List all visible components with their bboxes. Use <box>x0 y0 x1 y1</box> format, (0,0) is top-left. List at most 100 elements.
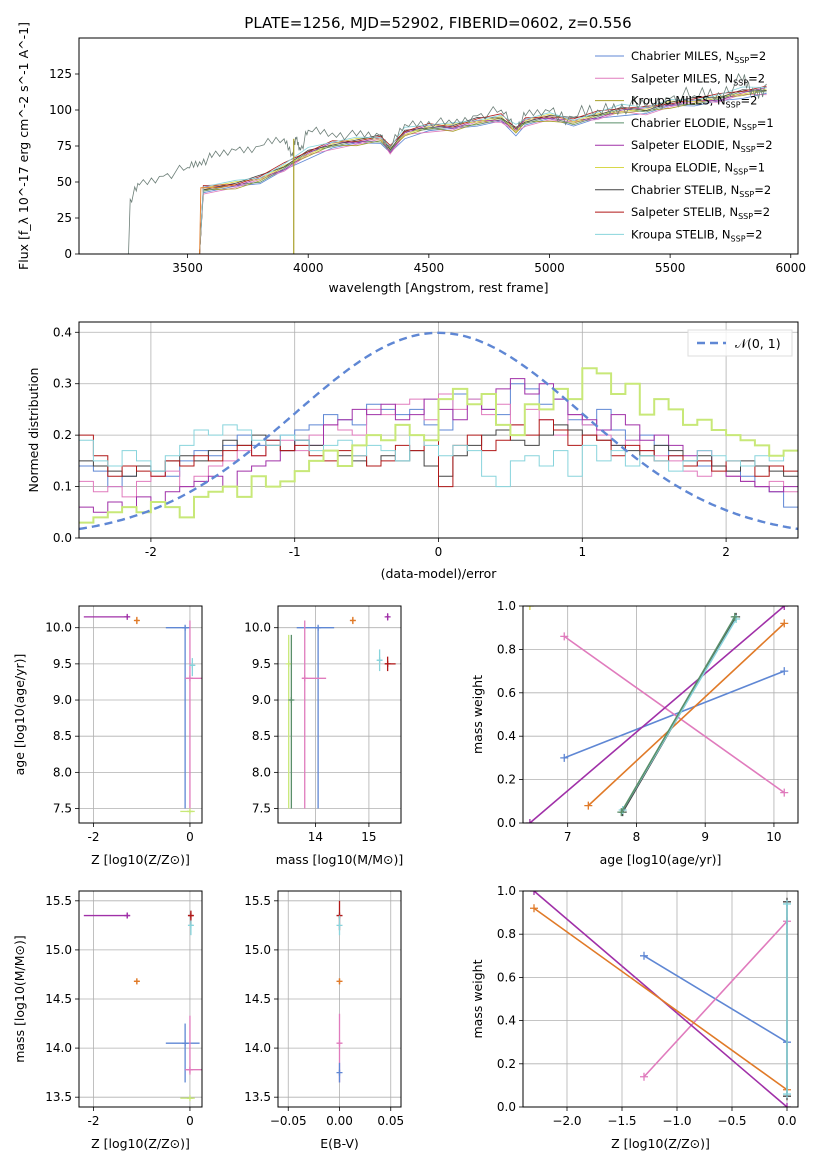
y-axis-label: mass [log10(M/M⊙)] <box>12 935 27 1063</box>
y-tick-label: 15.5 <box>244 894 271 908</box>
model-line <box>199 90 767 254</box>
weight-segment <box>533 907 788 1091</box>
errorbar-point <box>185 620 202 809</box>
y-tick-label: 1.0 <box>497 599 516 613</box>
y-axis-label: age [log10(age/yr)] <box>12 654 27 776</box>
y-tick-label: 14.0 <box>244 1041 271 1055</box>
panel-age_vs_mass: 14 15 7.5 8.0 8.5 9.0 9.5 10.0 mass [log10(M/M⊙)… <box>244 605 404 867</box>
errorbar-point <box>384 656 396 672</box>
x-axis-label: age [log10(age/yr)] <box>600 852 722 867</box>
y-tick-label: 8.5 <box>53 729 72 743</box>
point-marker <box>124 613 131 620</box>
y-tick-label: 10.0 <box>45 621 72 635</box>
x-tick-label: 5500 <box>655 261 686 275</box>
weight-marker <box>780 667 789 676</box>
errorbar-point <box>187 920 194 936</box>
weight-marker <box>780 606 789 610</box>
weight-marker <box>560 632 569 641</box>
weight-segment <box>587 622 785 807</box>
errorbar-point <box>189 658 196 677</box>
point-marker <box>336 1040 343 1047</box>
x-tick-label: −0.05 <box>270 1114 307 1128</box>
weight-marker <box>525 606 534 610</box>
x-tick-label: -1 <box>289 545 301 559</box>
y-tick-label: 0.4 <box>497 1014 516 1028</box>
legend-label: 𝒩(0, 1) <box>735 336 781 351</box>
y-tick-label: 1.0 <box>497 884 516 898</box>
y-tick-label: 15.0 <box>45 943 72 957</box>
errorbar-point <box>165 624 190 809</box>
point-marker <box>315 624 322 631</box>
x-tick-label: 5000 <box>534 261 565 275</box>
y-tick-label: 9.0 <box>252 693 271 707</box>
y-tick-label: 25 <box>57 211 72 225</box>
weight-marker <box>783 1090 791 1099</box>
y-tick-label: 75 <box>57 139 72 153</box>
y-tick-label: 8.0 <box>53 765 72 779</box>
axes-frame <box>78 605 203 824</box>
panel-age_vs_Z: -2 0 7.5 8.0 8.5 9.0 9.5 10.0 Z [log10(Z/Z⊙)] age… <box>12 605 203 867</box>
weight-marker <box>530 904 538 913</box>
panel-spectrum: 3500 4000 4500 5000 5500 6000 0 25 50 75 100 125 wav… <box>16 22 806 295</box>
data-spectrum-line <box>115 72 767 254</box>
weight-line <box>530 904 791 1094</box>
x-tick-label: 2 <box>722 545 730 559</box>
errorbar-point <box>180 808 195 815</box>
model-line <box>199 184 236 254</box>
weight-marker <box>783 899 791 908</box>
figure-title: PLATE=1256, MJD=52902, FIBERID=0602, z=0… <box>244 14 631 32</box>
x-tick-label: 0 <box>186 1114 194 1128</box>
weight-line <box>525 606 789 823</box>
y-tick-label: 10.0 <box>244 621 271 635</box>
x-axis-label: wavelength [Angstrom, rest frame] <box>328 280 548 295</box>
histogram-step <box>79 424 798 488</box>
x-tick-label: 6000 <box>775 261 806 275</box>
axes-frame <box>277 605 402 824</box>
legend: 𝒩(0, 1) <box>687 329 793 357</box>
point-marker <box>376 657 383 664</box>
weight-line <box>584 619 789 810</box>
errorbar-point <box>133 978 140 985</box>
model-line <box>199 86 767 254</box>
point-marker <box>133 978 140 985</box>
point-marker <box>182 624 189 631</box>
errorbar-point <box>185 1015 202 1075</box>
y-tick-label: 8.0 <box>252 765 271 779</box>
errorbar-point <box>301 620 327 809</box>
y-tick-label: 9.0 <box>53 693 72 707</box>
y-tick-label: 0.4 <box>497 729 516 743</box>
plot-area <box>523 891 798 1107</box>
y-tick-label: 0.6 <box>497 686 516 700</box>
point-marker <box>186 1095 193 1102</box>
weight-marker <box>783 1103 791 1107</box>
x-tick-label: 4000 <box>293 261 324 275</box>
weight-marker <box>525 819 534 823</box>
plot-area <box>278 891 401 1107</box>
x-axis-label: mass [log10(M/M⊙)] <box>276 852 404 867</box>
x-tick-label: -2 <box>87 1114 99 1128</box>
x-tick-label: −1.0 <box>662 1114 691 1128</box>
x-axis-label: Z [log10(Z/Z⊙)] <box>91 852 190 867</box>
errorbar-point <box>336 1062 343 1083</box>
point-marker <box>186 675 193 682</box>
panel-mass_vs_Z: -2 0 13.5 14.0 14.5 15.0 15.5 Z [log10(Z/Z⊙)] ma… <box>12 890 203 1151</box>
x-axis-label: (data-model)/error <box>381 566 498 581</box>
x-tick-label: 0.0 <box>777 1114 796 1128</box>
weight-segment <box>620 616 736 813</box>
y-tick-label: 0.2 <box>497 1057 516 1071</box>
point-marker <box>186 1066 193 1073</box>
point-marker <box>301 675 308 682</box>
point-marker <box>133 617 140 624</box>
x-tick-label: -2 <box>145 545 157 559</box>
x-tick-label: 15 <box>361 830 376 844</box>
x-axis-label: Z [log10(Z/Z⊙)] <box>611 1136 710 1151</box>
x-tick-label: 3500 <box>172 261 203 275</box>
y-tick-label: 0.2 <box>53 428 72 442</box>
plot-area <box>278 606 401 823</box>
y-tick-label: 7.5 <box>252 802 271 816</box>
y-tick-label: 15.0 <box>244 943 271 957</box>
legend-label: Salpeter STELIB, NSSP=2 <box>631 205 770 221</box>
x-tick-label: 9 <box>701 830 709 844</box>
errorbar-point <box>336 915 343 936</box>
